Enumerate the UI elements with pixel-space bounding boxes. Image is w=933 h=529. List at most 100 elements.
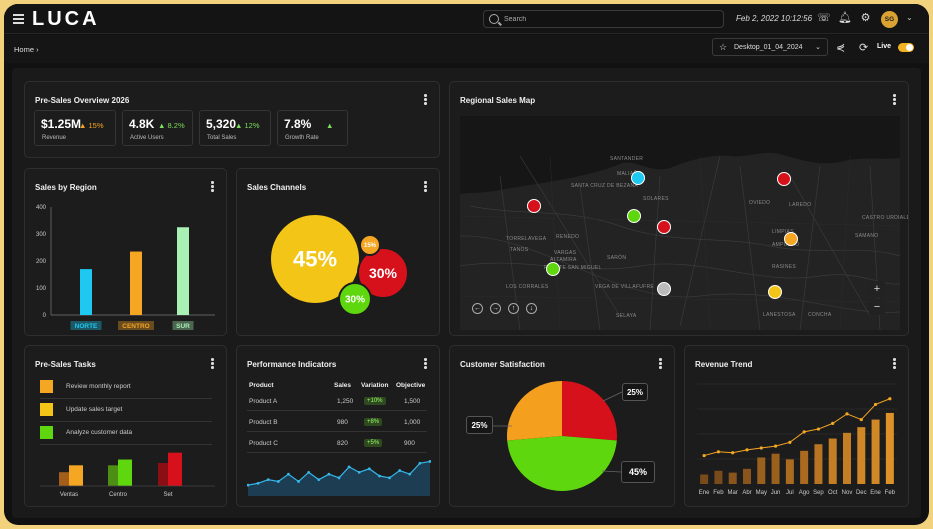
- revenue-bar: [743, 468, 751, 484]
- more-options-icon[interactable]: [424, 358, 427, 370]
- task-divider: [40, 398, 212, 399]
- map-pin[interactable]: [631, 171, 645, 185]
- app-logo: LUCA: [32, 8, 100, 30]
- zoom-out-button[interactable]: −: [869, 299, 885, 315]
- tasks-card: Pre-Sales Tasks Review monthly report Upd…: [24, 345, 227, 507]
- map-pin[interactable]: [657, 220, 671, 234]
- cell-product: Product C: [249, 440, 278, 447]
- card-title: Pre-Sales Tasks: [35, 360, 96, 369]
- task-color-square: [40, 403, 53, 416]
- map-pin[interactable]: [657, 282, 671, 296]
- more-options-icon[interactable]: [659, 358, 662, 370]
- cell-sales: 820: [337, 440, 348, 447]
- breadcrumb[interactable]: Home ›: [14, 45, 39, 54]
- more-options-icon[interactable]: [893, 358, 896, 370]
- map-pin[interactable]: [527, 199, 541, 213]
- map-pin[interactable]: [546, 262, 560, 276]
- list-item[interactable]: Analyze customer data: [40, 426, 220, 440]
- y-tick-label: 400: [36, 205, 47, 211]
- map-pin[interactable]: [777, 172, 791, 186]
- more-options-icon[interactable]: [211, 358, 214, 370]
- zoom-in-button[interactable]: +: [869, 281, 885, 297]
- revenue-bar: [771, 453, 780, 484]
- bar-centro: [130, 251, 142, 315]
- revenue-bar: [757, 457, 766, 484]
- map-place-label: SAMANO: [855, 233, 879, 239]
- x-tick-label: Feb: [713, 490, 724, 496]
- revenue-card: Revenue Trend Ene Feb Mar Abr May Jun Jul Ago Se…: [684, 345, 909, 507]
- revenue-bar: [885, 412, 894, 484]
- search-box[interactable]: [483, 10, 724, 28]
- map-up-icon[interactable]: ↑: [508, 303, 519, 314]
- search-input[interactable]: [504, 12, 714, 26]
- revenue-bar: [828, 438, 837, 484]
- map-forward-icon[interactable]: →: [490, 303, 501, 314]
- star-icon[interactable]: ☆: [719, 42, 728, 52]
- x-tick-label: Abr: [742, 490, 751, 496]
- data-point: [367, 467, 371, 471]
- data-point: [388, 476, 391, 480]
- row-divider: [247, 410, 427, 411]
- settings-gear-icon[interactable]: ⚙: [860, 12, 871, 24]
- list-item[interactable]: Update sales target: [40, 403, 220, 417]
- trend-point: [859, 417, 863, 422]
- x-label-bg: [118, 321, 154, 330]
- x-tick-label: Mar: [728, 490, 738, 496]
- more-options-icon[interactable]: [893, 94, 896, 106]
- x-tick-label: Sep: [813, 490, 824, 496]
- map-pin[interactable]: [784, 232, 798, 246]
- refresh-icon[interactable]: ⟳: [859, 42, 869, 54]
- cell-product: Product A: [249, 398, 278, 405]
- map-pin[interactable]: [627, 209, 641, 223]
- share-icon[interactable]: ⋞: [836, 42, 846, 54]
- map-pin[interactable]: [768, 285, 782, 299]
- trend-point: [773, 444, 778, 448]
- map-place-label: ALTAMIRA: [550, 257, 577, 263]
- sub-bar: Home ›: [4, 35, 929, 63]
- map-place-label: SARÓN: [607, 255, 627, 261]
- cell-sales: 980: [337, 419, 348, 426]
- list-item[interactable]: Review monthly report: [40, 380, 220, 394]
- live-toggle[interactable]: [898, 43, 914, 52]
- card-title: Revenue Trend: [695, 360, 753, 369]
- task-color-square: [40, 426, 53, 439]
- notification-bell-icon[interactable]: 🔔︎: [838, 12, 852, 24]
- map-canvas[interactable]: [460, 116, 900, 330]
- dashboard-name: Desktop_01_04_2024: [734, 44, 803, 51]
- x-label-bg: [172, 321, 194, 330]
- trend-point: [845, 412, 849, 416]
- trend-point: [702, 453, 706, 458]
- map-place-label: LOS CORRALES: [506, 284, 549, 290]
- data-point: [317, 478, 321, 482]
- more-options-icon[interactable]: [211, 181, 214, 193]
- bar-norte: [80, 269, 92, 315]
- more-options-icon[interactable]: [424, 181, 427, 193]
- x-tick-label: Jun: [771, 490, 781, 496]
- x-tick-label: May: [756, 490, 767, 496]
- live-label: Live: [877, 43, 892, 50]
- support-icon[interactable]: ☏: [817, 12, 831, 24]
- dashboard-select[interactable]: ☆ Desktop_01_04_2024 ⌄: [712, 38, 828, 56]
- hamburger-menu-icon[interactable]: [13, 14, 24, 24]
- app-window: LUCA Feb 2, 2022 10:12:56 ☏ 🔔︎ ⚙ SG ⌄ Ho…: [4, 4, 929, 525]
- breadcrumb-home[interactable]: Home: [14, 45, 35, 54]
- map-down-icon[interactable]: ↓: [526, 303, 537, 314]
- more-options-icon[interactable]: [424, 94, 427, 106]
- map-place-label: RENEDO: [556, 234, 580, 240]
- map-back-icon[interactable]: ←: [472, 303, 483, 314]
- user-avatar[interactable]: SG: [881, 11, 898, 28]
- map-place-label: VEGA DE VILLAFUFRE: [595, 284, 655, 290]
- chevron-down-icon[interactable]: ⌄: [906, 13, 913, 22]
- revenue-bar: [857, 427, 866, 484]
- performance-area-chart: [247, 460, 431, 496]
- data-point: [307, 470, 311, 474]
- bubble-1: [357, 247, 409, 299]
- trend-up-icon: ▲: [158, 121, 168, 130]
- map-place-label: VARGAS: [554, 250, 577, 256]
- trend-point: [745, 448, 749, 452]
- kpi-delta-value: 15%: [88, 121, 104, 130]
- cell-product: Product B: [249, 419, 278, 426]
- pie-label-top: 25%: [622, 383, 648, 401]
- kpi-delta: ▲: [326, 121, 333, 130]
- bubble-label: 30%: [345, 295, 365, 306]
